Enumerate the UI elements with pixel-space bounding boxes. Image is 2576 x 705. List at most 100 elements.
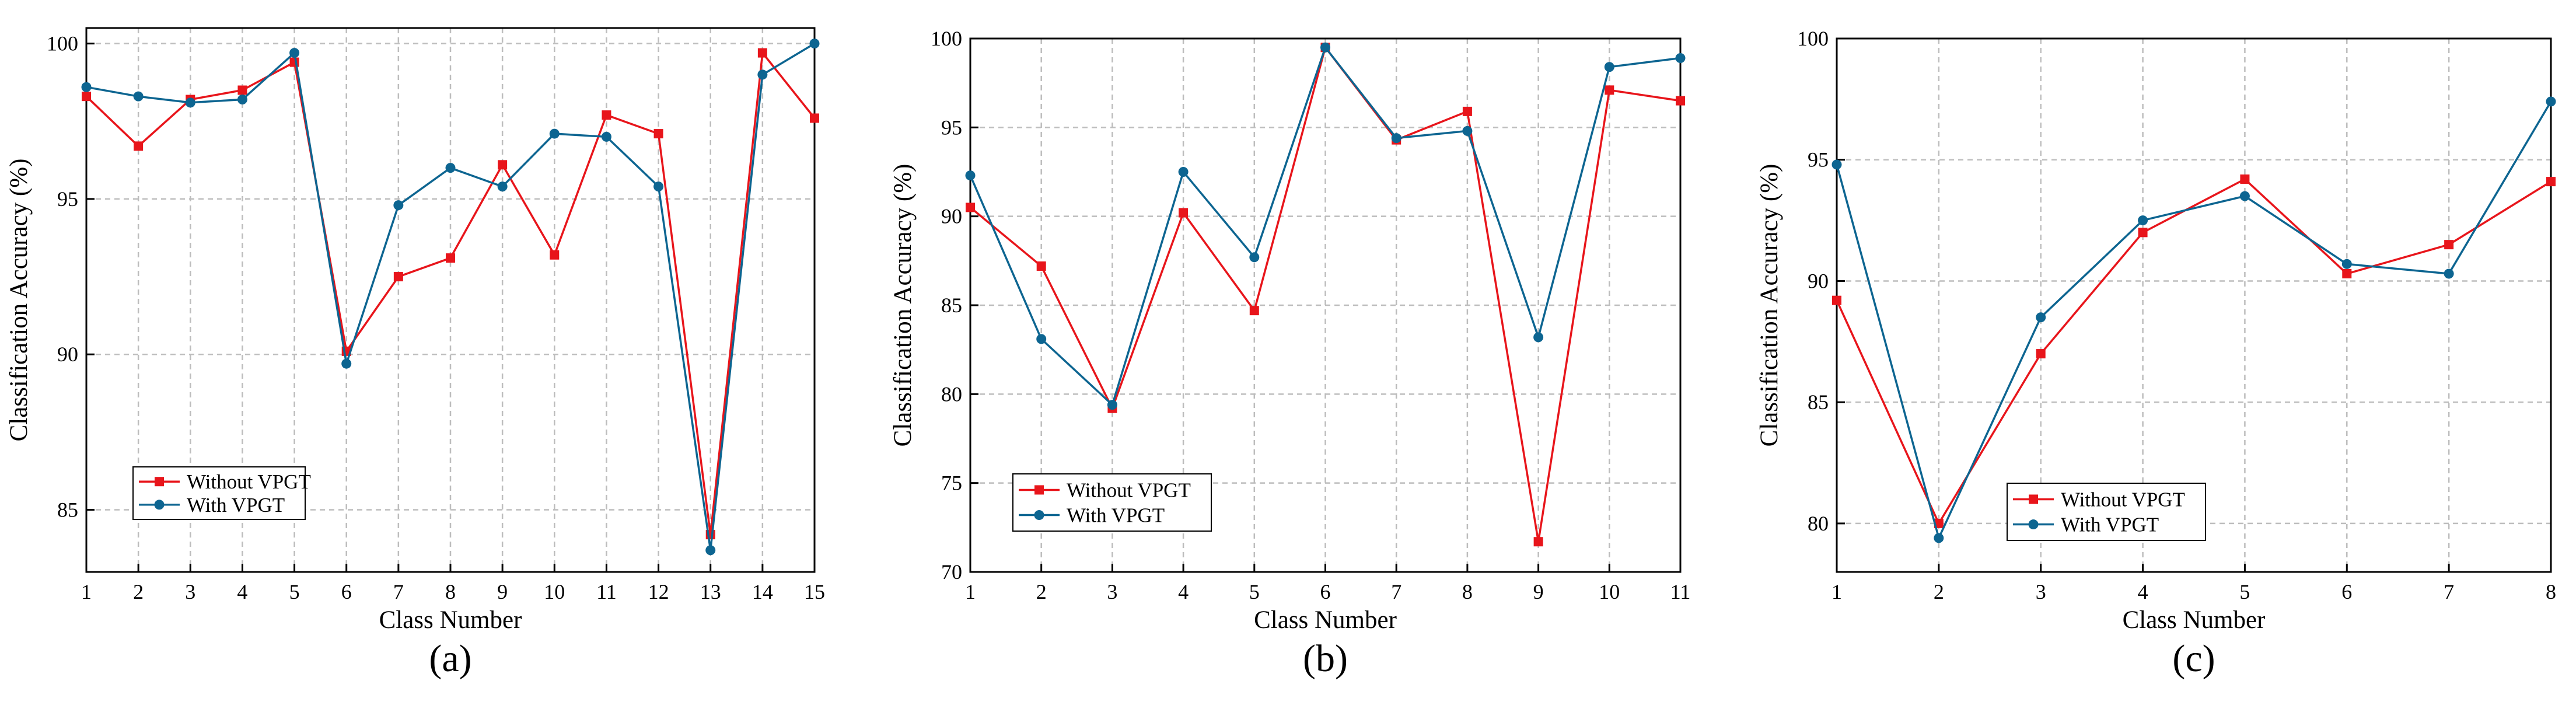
- y-axis-label: Classification Accuracy (%): [5, 159, 33, 442]
- data-point-square: [2138, 228, 2148, 238]
- data-point-square: [2342, 268, 2352, 278]
- chart-panel-2: 1 2 3 4 5 6 7 8 80 85 90 95 100 Class Number Classific…: [1756, 27, 2556, 680]
- legend-marker-square: [2029, 494, 2038, 504]
- data-point-circle: [965, 170, 976, 181]
- data-point-square: [393, 272, 403, 282]
- legend-marker-circle: [1034, 510, 1044, 521]
- data-point-circle: [185, 97, 195, 108]
- data-point-circle: [1036, 334, 1047, 344]
- x-axis-label: Class Number: [2123, 606, 2266, 634]
- x-tick-label: 1: [81, 580, 92, 603]
- x-tick-label: 5: [289, 580, 300, 603]
- legend-box: [1012, 473, 1212, 532]
- x-tick-label: 2: [1036, 580, 1047, 603]
- x-tick-label: 11: [1670, 580, 1691, 603]
- x-tick-label: 10: [544, 580, 565, 603]
- data-point-circle: [653, 182, 664, 192]
- data-point-circle: [237, 94, 247, 104]
- data-point-circle: [1178, 167, 1189, 177]
- series-line-without-vpgt: [1836, 177, 2551, 526]
- panel-caption: (c): [2172, 637, 2215, 680]
- x-tick-label: 1: [1831, 580, 1842, 603]
- x-axis-label: Class Number: [379, 606, 522, 634]
- data-point-square: [2240, 174, 2250, 184]
- x-tick-label: 4: [1178, 580, 1189, 603]
- data-point-circle: [81, 82, 92, 92]
- data-point-square: [1036, 261, 1046, 271]
- data-point-square: [1462, 106, 1472, 116]
- y-tick-label: 75: [941, 472, 962, 495]
- data-point-square: [134, 141, 144, 151]
- data-point-circle: [601, 131, 611, 142]
- data-point-circle: [2138, 215, 2148, 226]
- data-point-square: [1249, 306, 1259, 316]
- data-point-circle: [2444, 268, 2454, 279]
- y-tick-label: 95: [57, 187, 78, 211]
- legend-marker-circle: [2028, 519, 2039, 530]
- data-point-circle: [2036, 312, 2046, 323]
- x-tick-label: 10: [1599, 580, 1620, 603]
- data-point-square: [810, 113, 819, 123]
- series-line-with-vpgt: [1836, 101, 2552, 541]
- x-tick-label: 8: [2546, 580, 2556, 603]
- y-tick-label: 80: [1808, 512, 1829, 535]
- data-point-square: [498, 160, 508, 170]
- x-axis-label: Class Number: [1254, 606, 1397, 634]
- y-axis-label: Classification Accuracy (%): [889, 164, 917, 447]
- x-tick-label: 5: [1249, 580, 1260, 603]
- legend-label: Without VPGT: [187, 470, 311, 493]
- x-tick-label: 11: [596, 580, 617, 603]
- data-point-circle: [809, 39, 820, 49]
- data-point-circle: [393, 200, 404, 211]
- data-point-circle: [1604, 62, 1614, 72]
- data-point-square: [1179, 208, 1189, 218]
- data-point-square: [446, 253, 455, 263]
- legend-label: Without VPGT: [2061, 488, 2185, 511]
- y-tick-label: 95: [941, 116, 962, 139]
- y-tick-label: 100: [931, 27, 962, 50]
- x-tick-label: 7: [393, 580, 404, 603]
- data-point-circle: [1249, 252, 1260, 263]
- data-point-circle: [1462, 125, 1473, 136]
- data-point-square: [653, 129, 663, 139]
- x-tick-label: 8: [1462, 580, 1473, 603]
- x-tick-label: 6: [341, 580, 352, 603]
- data-point-circle: [1934, 533, 1944, 543]
- x-tick-label: 5: [2239, 580, 2250, 603]
- x-tick-label: 6: [1320, 580, 1331, 603]
- data-point-square: [757, 48, 767, 58]
- legend-label: Without VPGT: [1067, 479, 1191, 501]
- data-point-circle: [1107, 400, 1117, 410]
- x-tick-label: 9: [1533, 580, 1544, 603]
- x-tick-label: 3: [1107, 580, 1117, 603]
- data-point-square: [82, 92, 91, 102]
- x-tick-label: 1: [965, 580, 976, 603]
- x-tick-label: 8: [445, 580, 456, 603]
- data-point-circle: [549, 128, 560, 139]
- x-tick-label: 4: [237, 580, 247, 603]
- data-point-circle: [341, 358, 352, 369]
- data-point-square: [237, 85, 247, 95]
- y-axis-label: Classification Accuracy (%): [1756, 164, 1783, 447]
- legend-box: [2007, 483, 2206, 541]
- data-point-circle: [133, 91, 144, 102]
- y-tick-label: 70: [941, 560, 962, 584]
- legend-marker-square: [155, 477, 164, 487]
- y-tick-label: 85: [1808, 390, 1829, 414]
- x-tick-label: 7: [1391, 580, 1401, 603]
- data-point-circle: [445, 163, 456, 173]
- data-point-square: [2444, 240, 2454, 250]
- data-point-square: [1605, 85, 1614, 95]
- x-tick-label: 4: [2138, 580, 2148, 603]
- y-tick-label: 100: [1797, 27, 1829, 50]
- y-tick-label: 90: [1808, 269, 1829, 292]
- y-tick-label: 85: [941, 294, 962, 317]
- legend-marker-square: [1034, 485, 1044, 495]
- x-tick-label: 2: [133, 580, 144, 603]
- data-point-square: [1533, 537, 1543, 547]
- x-tick-label: 15: [804, 580, 825, 603]
